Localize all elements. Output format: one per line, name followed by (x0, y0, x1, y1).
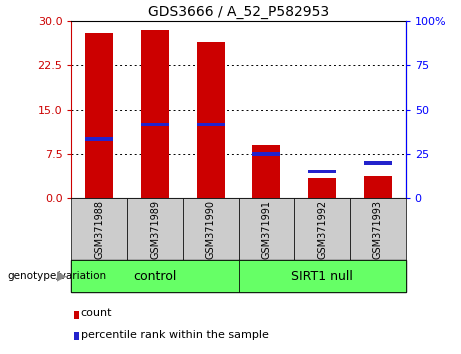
Bar (364, 176, 392, 198)
Bar (308, 170, 336, 173)
Text: SIRT1 null: SIRT1 null (291, 270, 353, 282)
Bar (141, 30, 169, 198)
Bar (350, 198, 406, 260)
Text: GSM371991: GSM371991 (261, 200, 272, 259)
Text: percentile rank within the sample: percentile rank within the sample (81, 330, 269, 339)
Bar (364, 161, 392, 165)
Bar (71, 260, 239, 292)
Bar (141, 123, 169, 126)
Bar (253, 152, 280, 156)
Bar (197, 42, 225, 198)
Text: GSM371988: GSM371988 (95, 200, 104, 259)
Bar (197, 123, 225, 126)
Text: count: count (81, 308, 112, 318)
Bar (127, 198, 183, 260)
Text: ▶: ▶ (57, 270, 67, 282)
Bar (183, 198, 238, 260)
Text: GSM371990: GSM371990 (206, 200, 216, 259)
Text: GSM371993: GSM371993 (373, 200, 383, 259)
Text: genotype/variation: genotype/variation (7, 271, 106, 281)
Text: control: control (133, 270, 177, 282)
Text: GSM371992: GSM371992 (317, 200, 327, 259)
Bar (85, 33, 113, 198)
Bar (85, 137, 113, 141)
Bar (238, 260, 406, 292)
Bar (308, 178, 336, 198)
Bar (71, 198, 127, 260)
Bar (238, 198, 294, 260)
Bar (253, 145, 280, 198)
Text: GSM371989: GSM371989 (150, 200, 160, 259)
Title: GDS3666 / A_52_P582953: GDS3666 / A_52_P582953 (148, 5, 329, 19)
Bar (294, 198, 350, 260)
